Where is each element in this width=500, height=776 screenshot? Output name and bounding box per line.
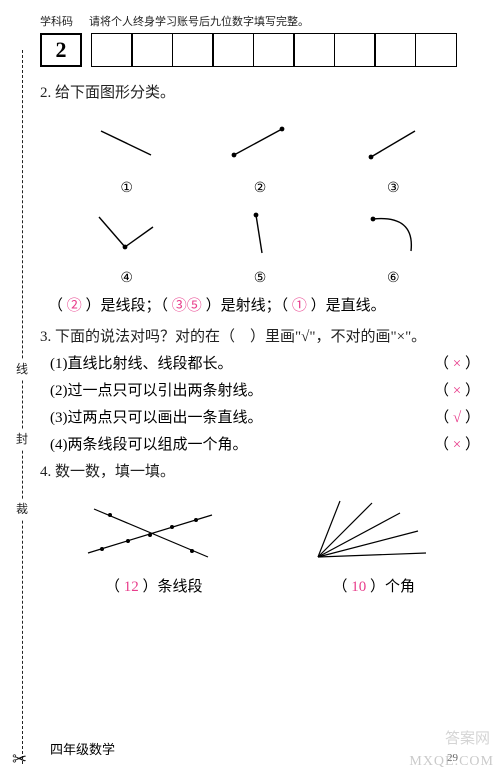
q3-text-2: (2)过一点只可以引出两条射线。	[50, 379, 263, 400]
fig-4	[60, 198, 193, 268]
cutline-char-3: 裁	[14, 500, 30, 519]
watermark-text: 答案网	[445, 727, 490, 748]
q3-mark-2: （ × ）	[434, 379, 480, 400]
cut-line	[22, 50, 23, 764]
q2-ans3: ①	[292, 298, 307, 314]
q3-text-4: (4)两条线段可以组成一个角。	[50, 433, 248, 454]
q2-figures: ① ② ③ ④ ⑤ ⑥	[60, 108, 460, 288]
page: 线 封 裁 ✂ 学科码 请将个人终身学习账号后九位数字填写完整。 2 2. 给下…	[0, 0, 500, 776]
q4-figures	[40, 495, 480, 567]
code-cell[interactable]	[253, 33, 295, 67]
q3-mark-3: （ √ ）	[434, 406, 480, 427]
code-box-first: 2	[40, 33, 82, 67]
q2-title: 2. 给下面图形分类。	[40, 81, 480, 102]
watermark-url: MXQE.COM	[409, 754, 494, 770]
code-cell[interactable]	[91, 33, 133, 67]
code-cell[interactable]	[334, 33, 376, 67]
fig-2	[193, 108, 326, 178]
q2-a-pre1: （	[48, 298, 63, 314]
q3-text-3: (3)过两点只可以画出一条直线。	[50, 406, 263, 427]
fig-6	[327, 198, 460, 268]
footer-grade: 四年级数学	[50, 739, 115, 758]
code-boxes: 2	[40, 33, 480, 67]
q2-ans1: ②	[67, 298, 82, 314]
cutline-char-1: 线	[14, 360, 30, 379]
q3-item-1: (1)直线比射线、线段都长。 （ × ）	[50, 352, 480, 373]
q3-text-1: (1)直线比射线、线段都长。	[50, 352, 233, 373]
code-cell[interactable]	[131, 33, 173, 67]
code-cell[interactable]	[212, 33, 254, 67]
label-1: ①	[60, 178, 193, 198]
scissor-icon: ✂	[12, 749, 27, 770]
label-6: ⑥	[327, 268, 460, 288]
q4-title: 4. 数一数，填一填。	[40, 460, 480, 481]
label-5: ⑤	[193, 268, 326, 288]
label-2: ②	[193, 178, 326, 198]
header-note: 请将个人终身学习账号后九位数字填写完整。	[89, 16, 309, 28]
q4-left-fig	[80, 495, 220, 567]
q3-mark-4: （ × ）	[434, 433, 480, 454]
q4-right-fig	[300, 495, 440, 567]
cutline-char-2: 封	[14, 430, 30, 449]
q3-title: 3. 下面的说法对吗？对的在（ ）里画"√"，不对的画"×"。	[40, 325, 480, 346]
label-3: ③	[327, 178, 460, 198]
q2-ans2: ③⑤	[172, 298, 202, 314]
header: 学科码 请将个人终身学习账号后九位数字填写完整。 2	[40, 12, 480, 67]
q4-left-label: （ 12 ）条线段	[105, 575, 203, 596]
code-cell[interactable]	[293, 33, 335, 67]
label-4: ④	[60, 268, 193, 288]
code-cell[interactable]	[415, 33, 457, 67]
q3-mark-1: （ × ）	[434, 352, 480, 373]
q2-a-suf: ）是直线。	[311, 298, 386, 314]
q3-item-3: (3)过两点只可以画出一条直线。 （ √ ）	[50, 406, 480, 427]
q2-a-mid1: ）是线段；（	[86, 298, 169, 314]
fig-3	[327, 108, 460, 178]
code-cell[interactable]	[172, 33, 214, 67]
q3-item-4: (4)两条线段可以组成一个角。 （ × ）	[50, 433, 480, 454]
q4-labels: （ 12 ）条线段 （ 10 ）个角	[40, 575, 480, 596]
fig-1	[60, 108, 193, 178]
fig-5	[193, 198, 326, 268]
q2-a-mid2: ）是射线；（	[206, 298, 289, 314]
q4-right-label: （ 10 ）个角	[332, 575, 415, 596]
code-cell[interactable]	[374, 33, 416, 67]
q2-answer: （ ② ）是线段；（ ③⑤ ）是射线；（ ① ）是直线。	[48, 294, 480, 315]
q3-item-2: (2)过一点只可以引出两条射线。 （ × ）	[50, 379, 480, 400]
header-label: 学科码	[40, 16, 73, 28]
